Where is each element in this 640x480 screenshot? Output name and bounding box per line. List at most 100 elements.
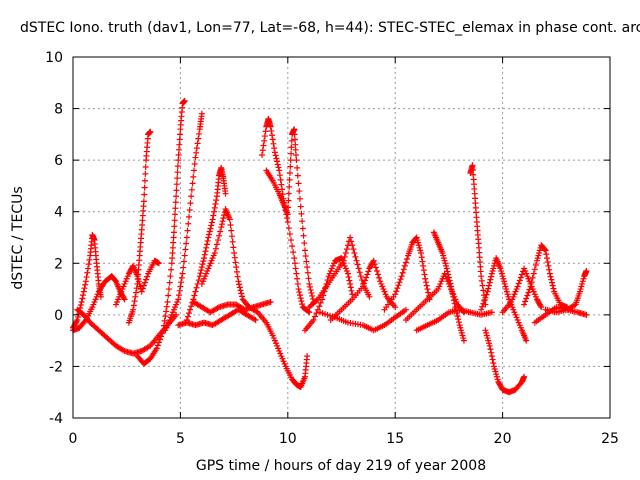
data-point [161,317,168,324]
data-point [523,337,530,344]
data-point [271,149,278,156]
data-point [176,287,183,294]
data-point [188,303,195,310]
data-point [392,304,399,311]
data-point [301,247,308,254]
data-point [526,286,533,293]
data-point [120,295,127,302]
data-point [359,283,366,290]
data-point [361,280,368,287]
data-point [423,282,430,289]
data-point [177,283,184,290]
data-point [209,216,216,223]
data-point [180,264,187,271]
data-point [302,252,309,259]
x-tick-label: 10 [279,431,297,447]
data-point [291,255,298,262]
data-point [300,232,307,239]
data-point [424,286,431,293]
data-point [532,262,539,269]
data-point [163,308,170,315]
data-point [349,291,356,298]
data-point [220,215,227,222]
data-point [522,298,529,305]
chart-title: dSTEC Iono. truth (dav1, Lon=77, Lat=-68… [20,20,640,36]
data-point [523,295,530,302]
data-point [170,229,177,236]
data-point [237,287,244,294]
data-point [303,258,310,265]
data-point [309,295,316,302]
data-point [198,267,205,274]
series-arc26 [499,265,545,316]
data-point [451,300,458,307]
data-point [230,244,237,251]
data-point [420,267,427,274]
data-point [201,251,208,258]
data-point [274,161,281,168]
data-point [347,284,354,291]
data-point [548,276,555,283]
data-point [285,190,292,197]
data-point [83,274,90,281]
data-point [288,237,295,244]
data-point [191,167,198,174]
data-point [169,244,176,251]
data-point [173,187,180,194]
data-point [583,311,590,318]
data-point [347,234,354,241]
data-point [198,264,205,271]
series-arc23 [467,162,489,308]
data-point [202,248,209,255]
x-tick-label: 20 [494,431,512,447]
data-point [285,204,292,211]
data-point [175,296,182,303]
data-point [305,308,312,315]
data-point [166,279,173,286]
series-arc8 [183,164,229,324]
data-point [180,258,187,265]
data-point [184,313,191,320]
data-point [425,289,432,296]
data-point [288,150,295,157]
data-point [516,277,523,284]
data-point [354,261,361,268]
data-point [363,274,370,281]
data-point [395,282,402,289]
series-arc16 [306,234,373,311]
data-point [528,279,535,286]
data-point [297,203,304,210]
data-point [397,276,404,283]
data-point [171,223,178,230]
data-point [514,283,521,290]
data-point [449,290,456,297]
data-point [204,237,211,244]
data-point [309,292,316,299]
data-point [478,306,485,313]
data-point [485,282,492,289]
data-point [73,318,80,325]
data-point [175,151,182,158]
data-point [162,313,169,320]
data-point [121,296,128,303]
data-point [228,233,235,240]
data-point [357,273,364,280]
data-point [544,258,551,265]
x-tick-label: 15 [386,431,404,447]
data-point [349,242,356,249]
data-point [176,136,183,143]
data-point [401,262,408,269]
data-point [86,256,93,263]
data-point [356,269,363,276]
data-point [399,269,406,276]
data-point [291,260,298,267]
data-point [270,140,277,147]
data-point [541,246,548,253]
data-point [188,193,195,200]
data-point [133,285,140,292]
data-point [445,271,452,278]
data-point [261,133,268,140]
data-point [296,292,303,299]
data-point [296,289,303,296]
data-point [299,225,306,232]
